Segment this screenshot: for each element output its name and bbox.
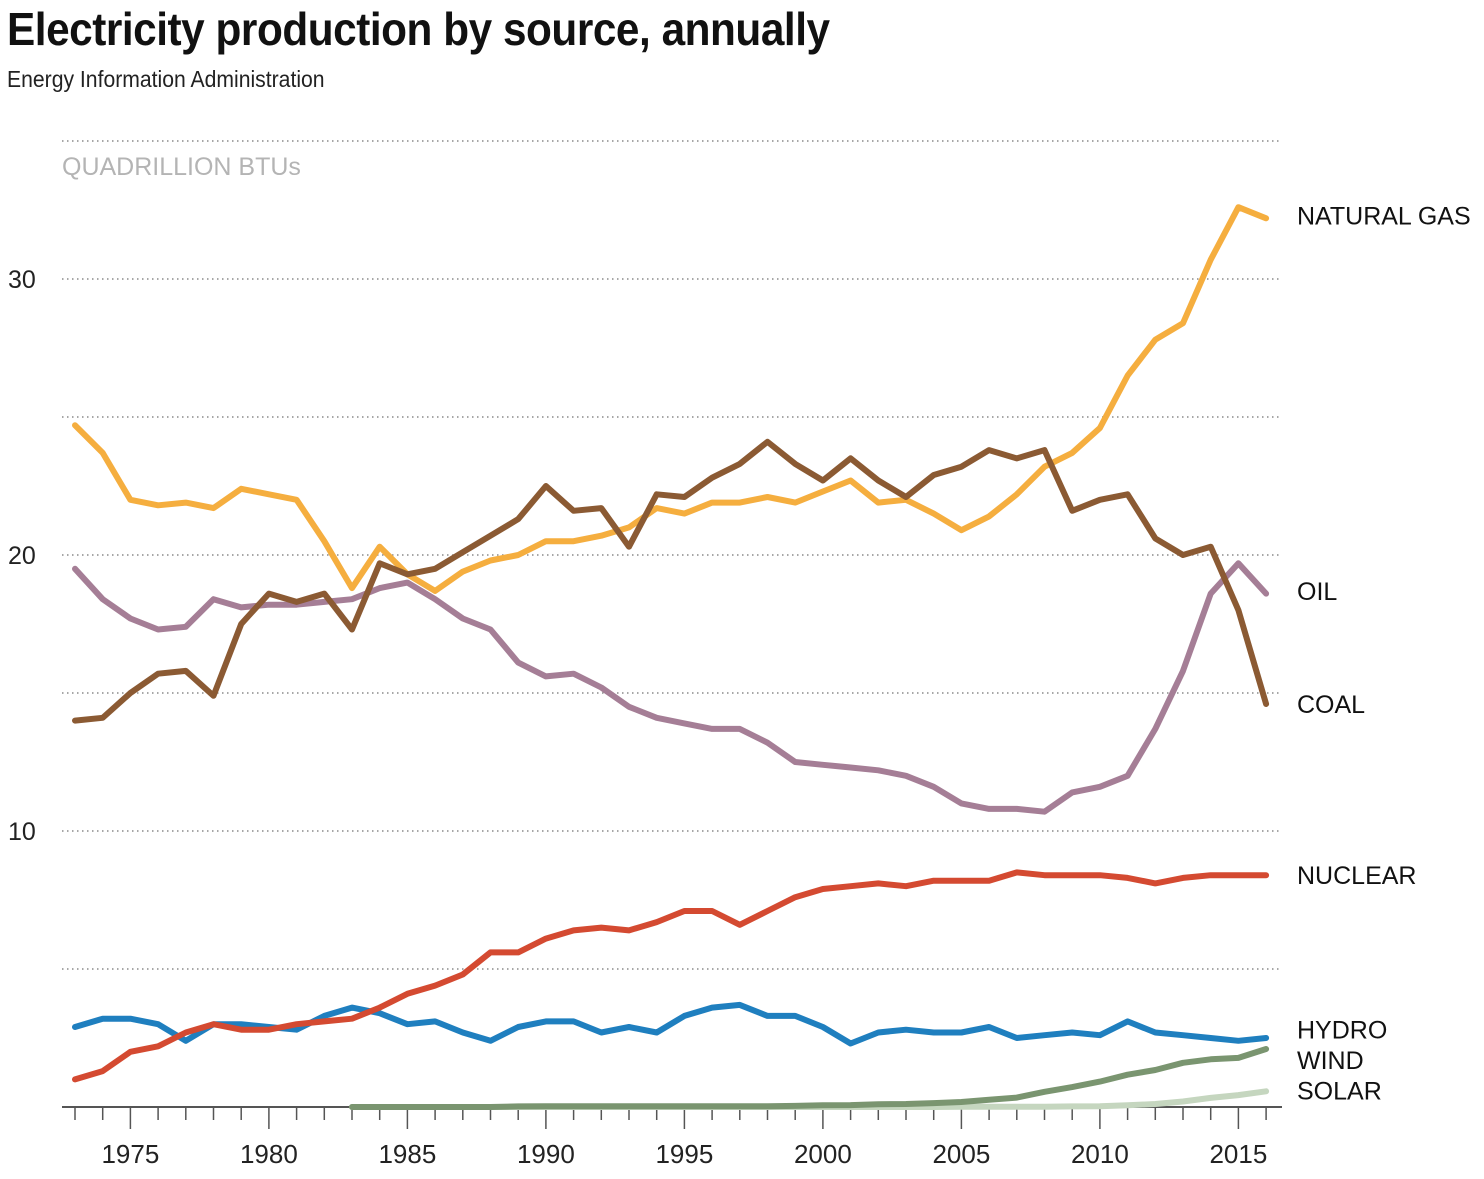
series-line-oil (72, 560, 1270, 815)
gridlines (62, 140, 1282, 970)
series-label-wind: WIND (1297, 1047, 1364, 1075)
x-tick-label: 2005 (932, 1139, 990, 1169)
x-axis: 1975 1980 1985 1990 1995 2000 2005 2010 2015 (62, 1106, 1282, 1169)
series-line-natural-gas (72, 204, 1270, 594)
chart-subtitle: Energy Information Administration (7, 66, 325, 92)
x-tick-label: 2010 (1071, 1139, 1129, 1169)
series-line-nuclear (72, 869, 1270, 1083)
series-label-oil: OIL (1297, 578, 1337, 606)
y-tick-label: 30 (8, 266, 36, 294)
x-tick-label: 1980 (240, 1139, 298, 1169)
series-label-solar: SOLAR (1297, 1077, 1382, 1105)
x-tick-label: 2015 (1209, 1139, 1267, 1169)
series-lines (72, 204, 1270, 1110)
series-label-hydro: HYDRO (1297, 1017, 1387, 1045)
y-axis-ticks: 10 20 30 (8, 266, 36, 846)
series-label-coal: COAL (1297, 691, 1365, 719)
chart-title: Electricity production by source, annual… (7, 3, 830, 55)
series-label-nuclear: NUCLEAR (1297, 862, 1416, 890)
x-tick-label: 2000 (794, 1139, 852, 1169)
x-tick-label: 1975 (101, 1139, 159, 1169)
series-line-hydro (72, 1001, 1270, 1047)
series-line-wind (349, 1046, 1270, 1110)
series-line-coal (72, 438, 1270, 724)
x-tick-label: 1985 (378, 1139, 436, 1169)
series-label-natural-gas: NATURAL GAS (1297, 203, 1471, 231)
x-tick-label: 1990 (517, 1139, 575, 1169)
x-tick-label: 1995 (655, 1139, 713, 1169)
y-tick-label: 10 (8, 818, 36, 846)
y-tick-label: 20 (8, 542, 36, 570)
y-axis-unit-label: QUADRILLION BTUs (62, 153, 301, 181)
